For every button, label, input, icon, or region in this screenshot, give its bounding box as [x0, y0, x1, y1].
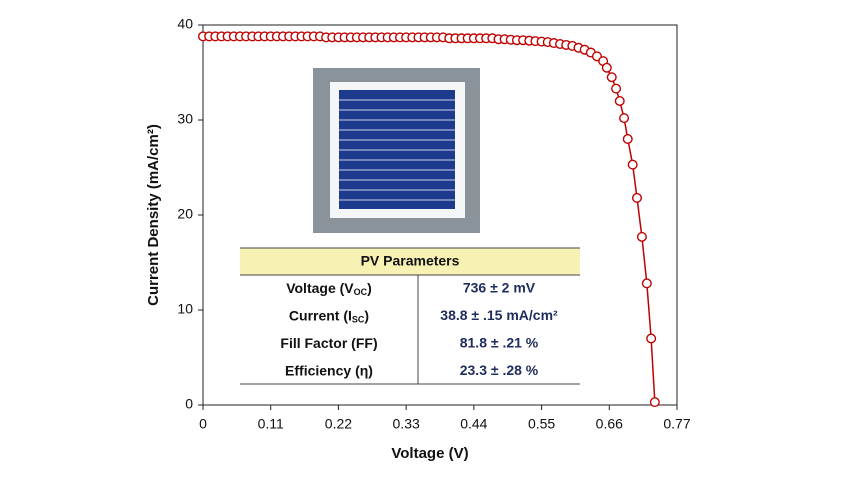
- jv-marker: [627, 159, 638, 170]
- x-tick-label: 0: [199, 416, 207, 432]
- row-label-part: SC: [352, 315, 365, 325]
- x-tick-label: 0.33: [393, 416, 420, 432]
- x-axis-label: Voltage (V): [391, 445, 468, 462]
- x-tick-label: 0.44: [460, 416, 487, 432]
- row-label-part: Current (I: [289, 307, 352, 323]
- x-tick-label: 0.55: [528, 416, 555, 432]
- x-tick-label: 0.66: [596, 416, 623, 432]
- x-tick-label: 0.77: [663, 416, 690, 432]
- jv-marker: [631, 192, 642, 203]
- jv-marker: [622, 133, 633, 144]
- row-value: 736 ± 2 mV: [463, 280, 536, 296]
- x-tick-label: 0.11: [258, 416, 284, 432]
- row-label-part: OC: [354, 287, 368, 297]
- y-tick-label: 20: [177, 206, 193, 222]
- y-tick-label: 10: [177, 301, 193, 317]
- jv-marker: [649, 397, 660, 408]
- jv-marker: [601, 62, 612, 73]
- y-tick-label: 30: [177, 111, 193, 127]
- row-label: Fill Factor (FF): [280, 335, 377, 351]
- jv-marker: [611, 83, 622, 94]
- jv-marker: [619, 113, 630, 124]
- jv-marker: [614, 95, 625, 106]
- row-label-part: Fill Factor (FF): [280, 335, 377, 351]
- jv-marker: [646, 333, 657, 344]
- row-label: Current (ISC): [289, 307, 369, 325]
- solar-cell-photo: [313, 68, 480, 233]
- row-label: Voltage (VOC): [286, 280, 372, 298]
- pv-table: PV Parameters: [240, 247, 580, 385]
- row-value: 81.8 ± .21 %: [460, 335, 539, 351]
- row-label: Efficiency (η): [285, 362, 373, 378]
- row-value: 23.3 ± .28 %: [460, 362, 539, 378]
- jv-marker: [641, 278, 652, 289]
- y-axis-label: Current Density (mA/cm²): [145, 124, 162, 306]
- x-tick-label: 0.22: [325, 416, 352, 432]
- row-label-part: Efficiency (η): [285, 362, 373, 378]
- table-title: PV Parameters: [361, 253, 460, 269]
- jv-marker: [636, 231, 647, 242]
- row-label-part: ): [367, 280, 372, 296]
- jv-marker: [606, 72, 617, 83]
- y-tick-label: 0: [185, 396, 193, 412]
- row-label-part: ): [364, 307, 369, 323]
- y-tick-label: 40: [177, 16, 193, 32]
- row-label-part: Voltage (V: [286, 280, 354, 296]
- row-value: 38.8 ± .15 mA/cm²: [440, 307, 558, 323]
- table-header-bg: [240, 248, 580, 275]
